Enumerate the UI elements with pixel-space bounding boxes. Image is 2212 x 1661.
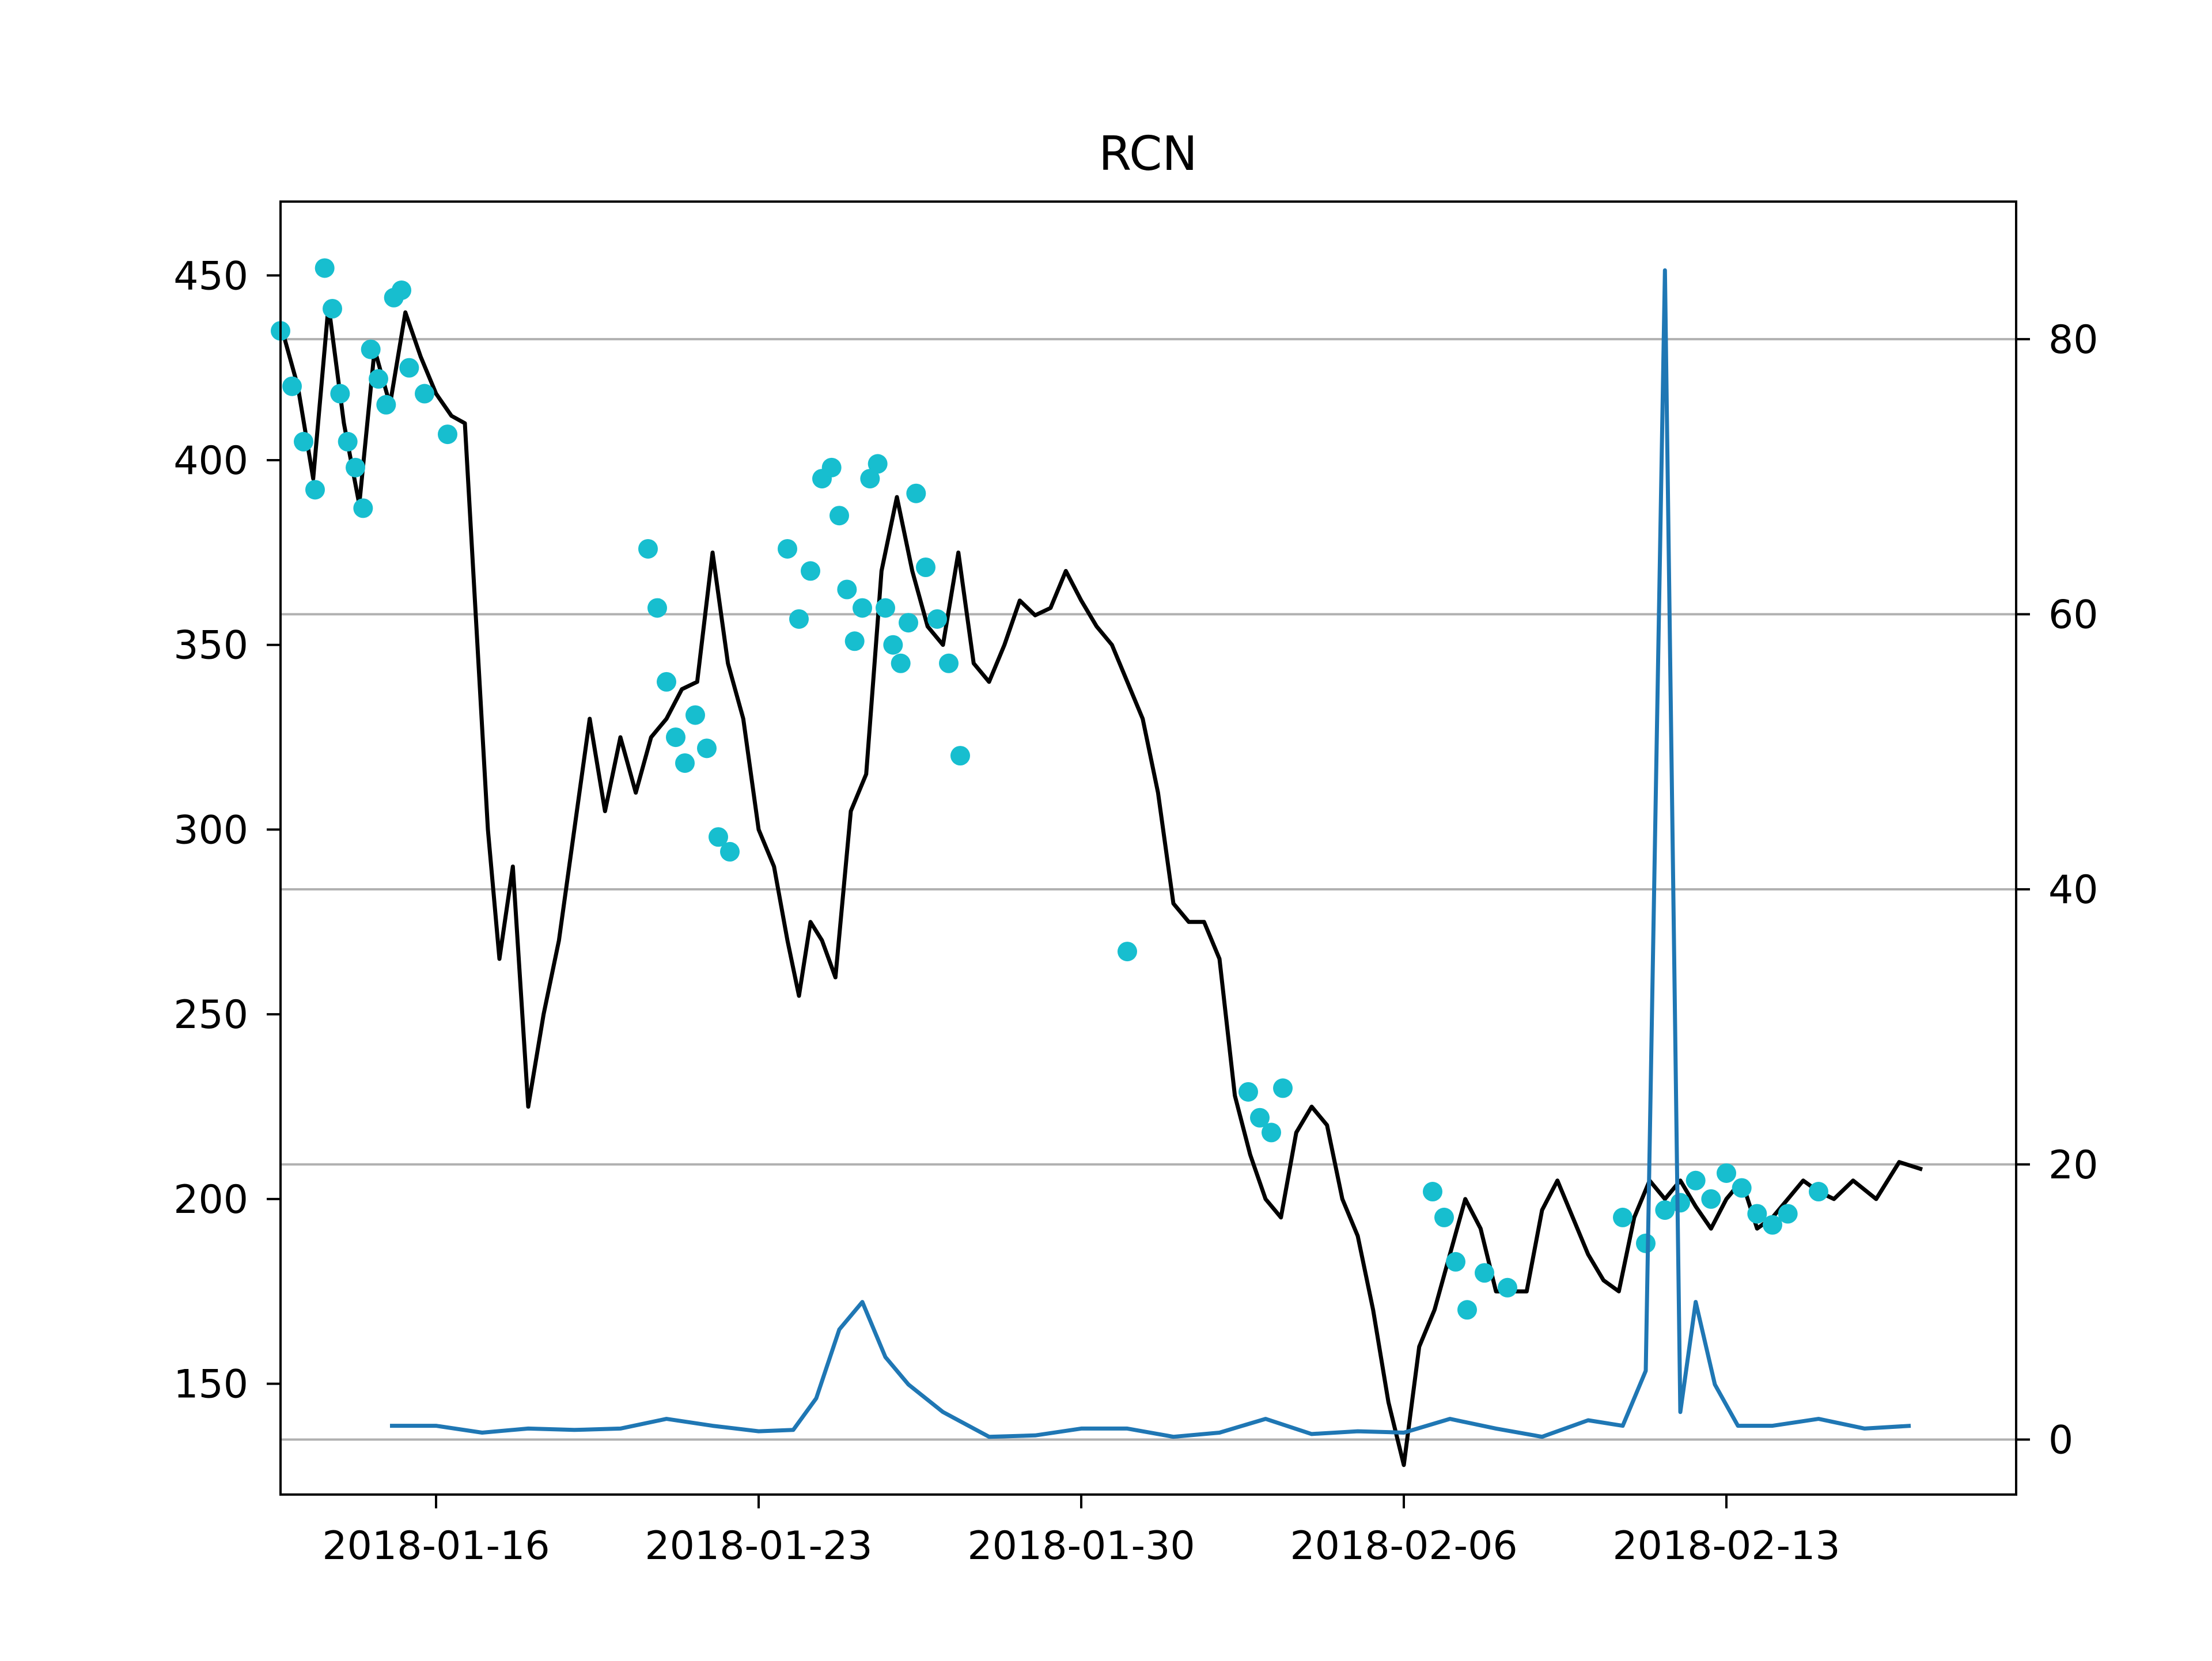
data-point xyxy=(330,384,350,404)
data-point xyxy=(1118,942,1137,962)
right-tick-label: 80 xyxy=(2048,317,2099,363)
data-point xyxy=(1457,1300,1477,1320)
data-point xyxy=(392,280,411,300)
data-point xyxy=(939,653,959,673)
data-point xyxy=(927,609,947,629)
right-tick-label: 0 xyxy=(2048,1417,2073,1463)
data-point xyxy=(1250,1108,1270,1128)
data-point xyxy=(282,376,302,396)
data-point xyxy=(353,498,373,518)
data-point xyxy=(837,579,857,600)
data-point xyxy=(950,746,970,766)
data-point xyxy=(1701,1189,1721,1209)
data-point xyxy=(916,558,935,578)
x-tick-label: 2018-01-16 xyxy=(322,1523,550,1569)
x-tick-label: 2018-02-06 xyxy=(1290,1523,1517,1569)
data-point xyxy=(638,539,658,559)
data-point xyxy=(1809,1182,1828,1202)
left-tick-label: 250 xyxy=(173,992,248,1038)
data-point xyxy=(438,424,457,445)
data-point xyxy=(709,827,728,847)
data-point xyxy=(1498,1277,1517,1298)
right-tick-label: 60 xyxy=(2048,592,2099,638)
left-tick-label: 350 xyxy=(173,623,248,669)
data-point xyxy=(906,483,926,503)
series-2 xyxy=(390,268,1911,1439)
data-point xyxy=(1747,1204,1767,1224)
data-point xyxy=(876,598,895,618)
data-point xyxy=(657,672,676,692)
series-1 xyxy=(271,258,1828,1320)
chart-title: RCN xyxy=(1099,127,1198,181)
data-point xyxy=(346,457,365,477)
data-point xyxy=(778,539,797,559)
left-tick-label: 200 xyxy=(173,1177,248,1223)
data-point xyxy=(801,561,820,581)
data-point xyxy=(376,395,396,415)
data-point xyxy=(883,635,903,655)
data-point xyxy=(338,431,358,452)
data-point xyxy=(860,469,880,489)
left-tick-label: 150 xyxy=(173,1362,248,1408)
data-point xyxy=(1434,1207,1454,1227)
data-point xyxy=(1262,1122,1281,1143)
data-point xyxy=(1732,1178,1752,1198)
data-point xyxy=(305,480,325,500)
data-point xyxy=(415,384,434,404)
data-point xyxy=(1446,1252,1465,1272)
x-tick-label: 2018-01-23 xyxy=(645,1523,872,1569)
price-line xyxy=(280,303,1923,1467)
data-point xyxy=(315,258,335,278)
data-point xyxy=(1238,1082,1258,1102)
data-point xyxy=(1636,1233,1656,1253)
data-point xyxy=(1475,1263,1494,1283)
x-tick-label: 2018-02-13 xyxy=(1612,1523,1840,1569)
data-point xyxy=(1778,1204,1798,1224)
data-point xyxy=(666,727,685,748)
data-point xyxy=(891,653,911,673)
data-point xyxy=(369,369,388,389)
data-point xyxy=(844,631,865,651)
data-point xyxy=(294,431,313,452)
data-point xyxy=(1655,1200,1675,1220)
data-point xyxy=(899,613,918,633)
data-point xyxy=(853,598,872,618)
left-tick-label: 300 xyxy=(173,807,248,853)
data-point xyxy=(821,457,842,477)
data-point xyxy=(830,506,849,526)
data-point xyxy=(1613,1207,1633,1227)
data-point xyxy=(789,609,809,629)
series-0 xyxy=(280,303,1923,1467)
data-point xyxy=(675,753,695,773)
data-point xyxy=(1273,1078,1293,1098)
data-point xyxy=(399,358,419,378)
series-layer xyxy=(271,258,1923,1467)
data-point xyxy=(1763,1215,1782,1235)
data-point xyxy=(697,738,717,759)
data-point xyxy=(1717,1163,1736,1183)
left-tick-label: 450 xyxy=(173,253,248,299)
right-tick-label: 20 xyxy=(2048,1143,2099,1188)
data-point xyxy=(1423,1182,1442,1202)
x-tick-label: 2018-01-30 xyxy=(967,1523,1195,1569)
right-tick-label: 40 xyxy=(2048,867,2099,913)
data-point xyxy=(323,299,342,319)
data-point xyxy=(647,598,667,618)
volume-line xyxy=(390,268,1911,1439)
data-point xyxy=(361,339,381,359)
data-point xyxy=(685,705,705,725)
data-point xyxy=(1685,1170,1706,1190)
plot-frame xyxy=(279,200,2017,1496)
data-point xyxy=(868,454,888,474)
data-point xyxy=(720,841,740,862)
left-tick-label: 400 xyxy=(173,438,248,484)
axes: 0 20 40 60 80 150 200 250 300 350 400 450 2018-01-16… xyxy=(173,253,2098,1569)
data-point xyxy=(1671,1193,1690,1213)
